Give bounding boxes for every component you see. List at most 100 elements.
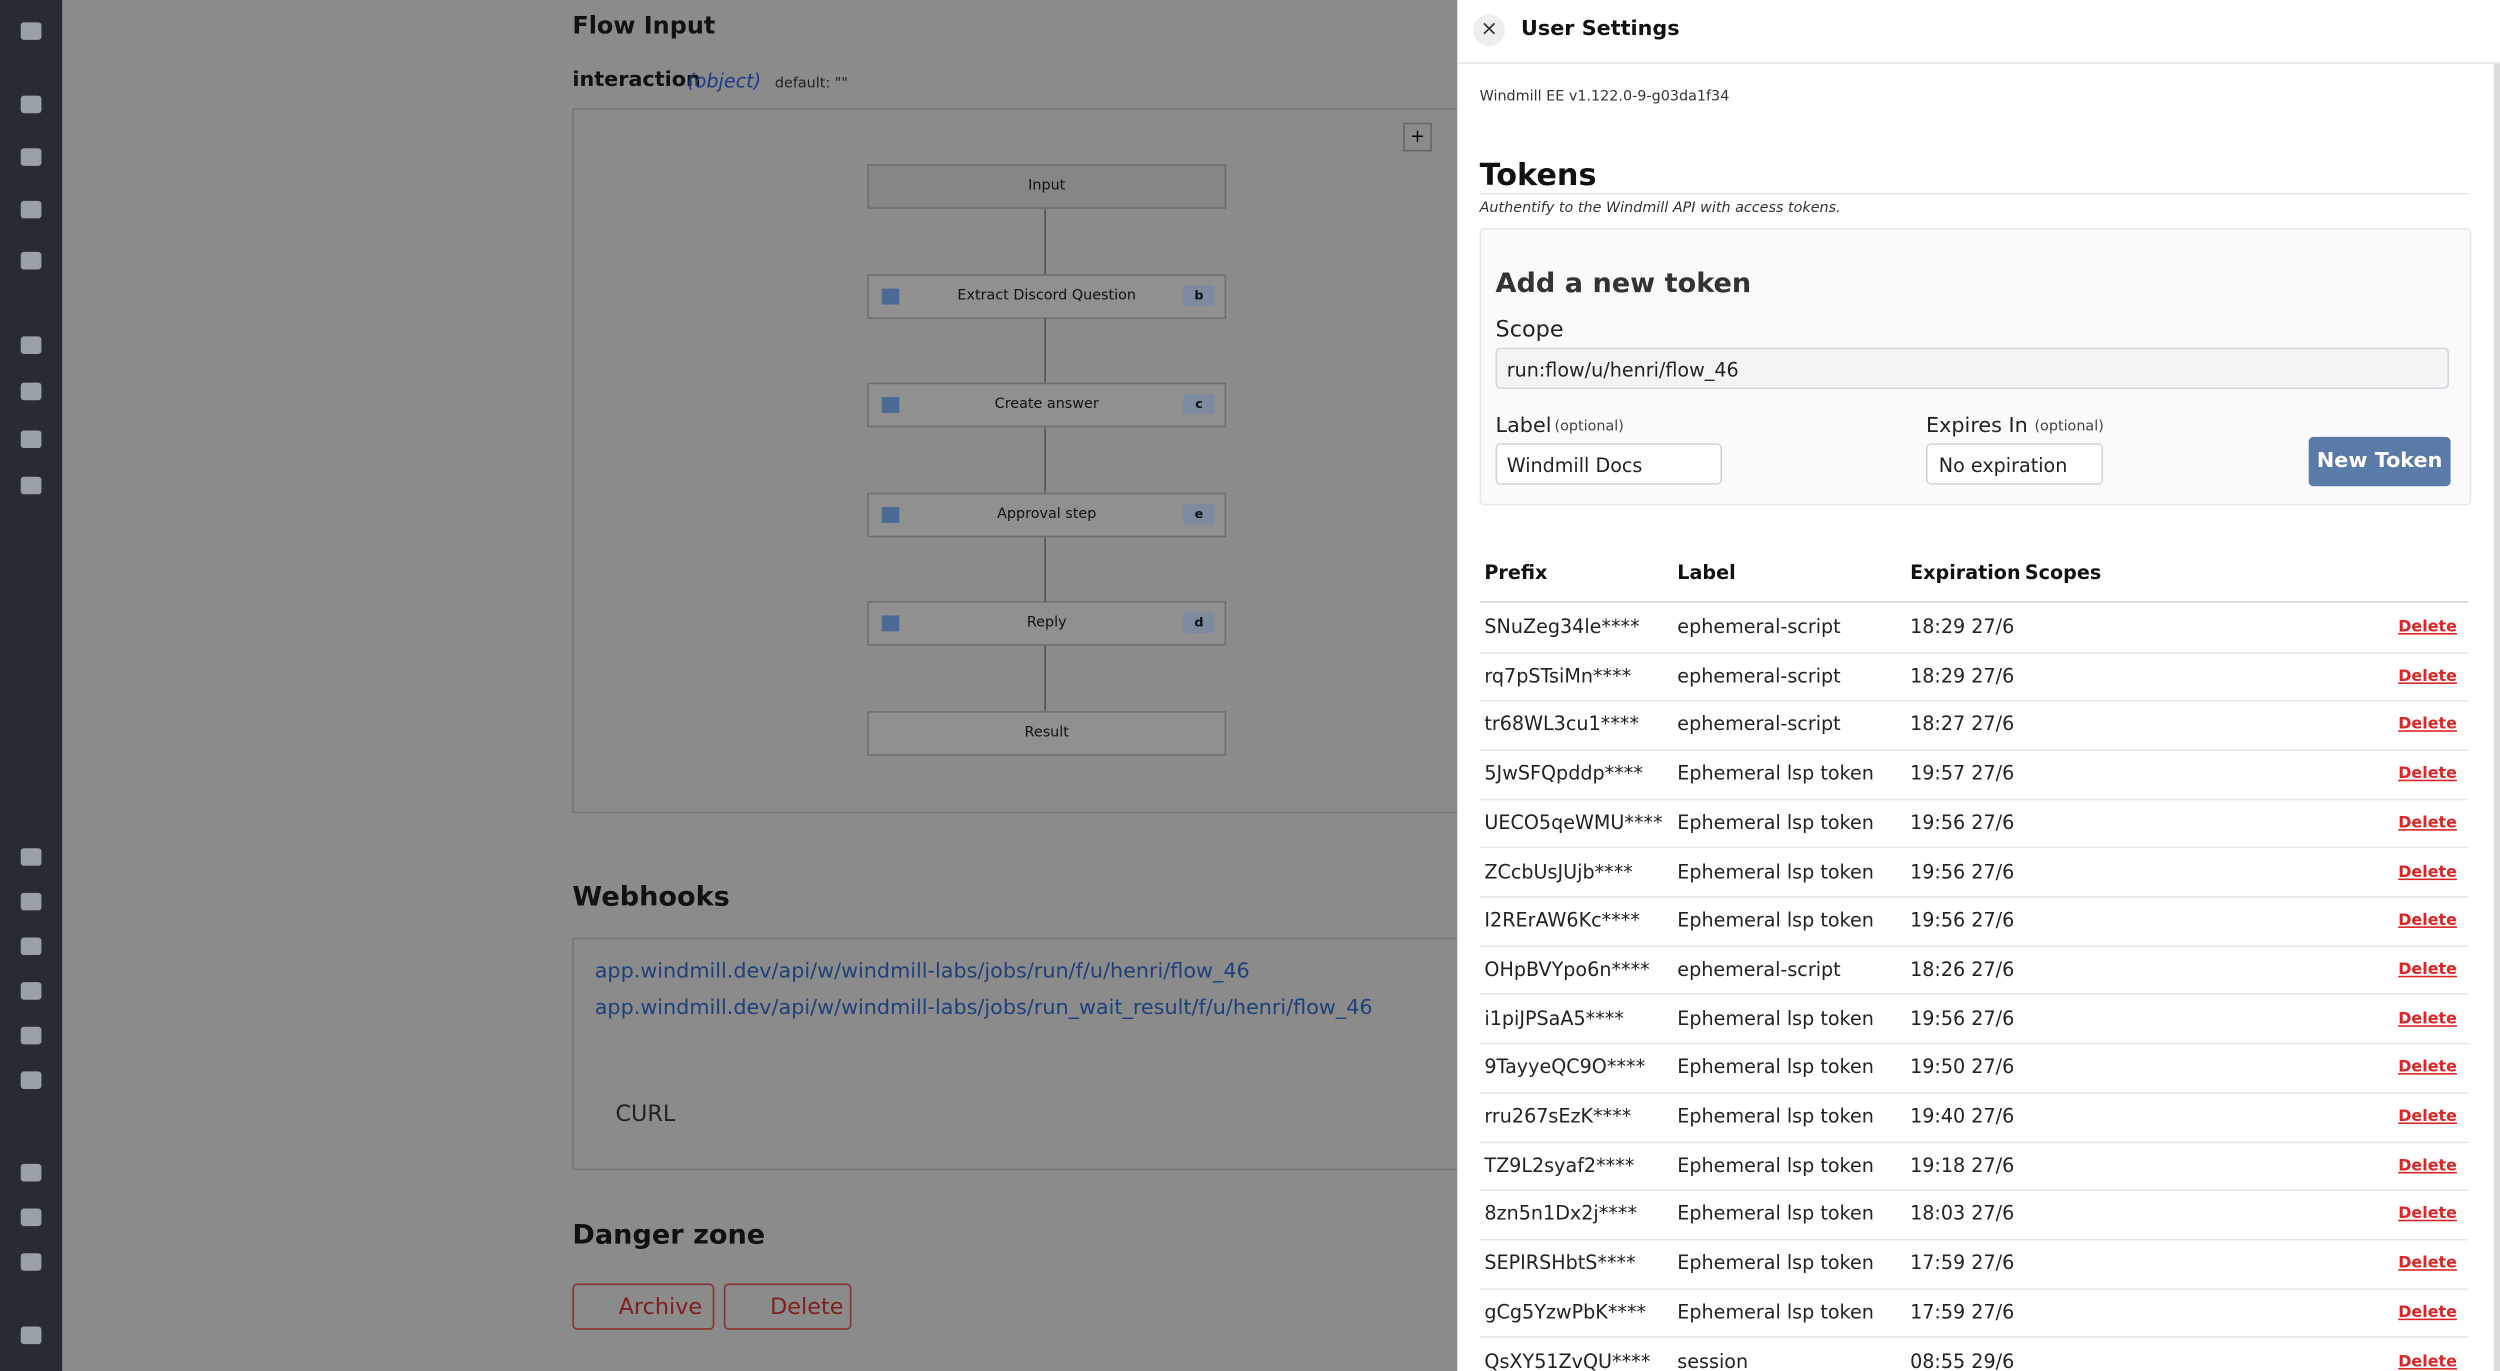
divider [1479,1336,2469,1339]
nav-icon[interactable] [20,1163,42,1182]
nav-icon[interactable] [20,848,42,866]
divider [1479,896,2469,898]
curl-toggle[interactable]: CURL [615,1101,676,1128]
webhook-url[interactable]: app.windmill.dev/api/w/windmill-labs/job… [594,959,1250,984]
divider [1479,1238,2469,1241]
optional-hint: (optional) [1554,419,1624,436]
flow-node[interactable]: Reply d [867,601,1227,647]
token-expiration: 19:50 27/6 [1910,1055,2015,1079]
node-badge: b [1183,284,1215,306]
nav-icon[interactable] [20,892,42,911]
nav-icon[interactable] [20,430,42,449]
token-prefix: 9TayyeQC9O**** [1484,1055,1646,1079]
token-label: session [1677,1349,1749,1371]
node-label: Reply [1026,616,1067,633]
section-title: Danger zone [572,1219,766,1252]
delete-link[interactable]: Delete [2398,1205,2457,1224]
expires-select[interactable]: No expiration [1926,443,2104,485]
nav-icon[interactable] [20,1071,42,1089]
delete-link[interactable]: Delete [2398,667,2457,686]
token-prefix: tr68WL3cu1**** [1484,713,1639,736]
node-label: Result [1024,725,1069,742]
nav-icon[interactable] [20,1208,42,1227]
nav-icon[interactable] [20,1026,42,1045]
scope-input[interactable]: run:flow/u/henri/flow_46 [1495,347,2449,390]
field-default: default: "" [774,76,848,93]
delete-link[interactable]: Delete [2398,1352,2457,1371]
delete-link[interactable]: Delete [2398,1254,2457,1273]
token-prefix: gCg5YzwPbK**** [1484,1300,1647,1324]
webhook-url[interactable]: app.windmill.dev/api/w/windmill-labs/job… [594,996,1373,1021]
delete-link[interactable]: Delete [2398,1010,2457,1028]
nav-icon[interactable] [20,982,42,1000]
field-type: (object) [687,70,762,93]
nav-icon[interactable] [20,1253,42,1271]
token-prefix: rq7pSTsiMn**** [1484,664,1632,687]
delete-link[interactable]: Delete [2398,961,2457,979]
column-header: Prefix [1484,561,1548,584]
token-prefix: QsXY51ZvQU**** [1484,1349,1651,1371]
close-button[interactable]: × [1473,14,1506,47]
token-prefix: OHpBVYpo6n**** [1484,958,1650,981]
field-label: Label [1495,414,1552,439]
delete-link[interactable]: Delete [2398,716,2457,735]
flow-node[interactable]: Create answer c [867,382,1227,428]
nav-icon[interactable] [20,95,42,114]
node-label: Input [1028,178,1066,195]
delete-link[interactable]: Delete [2398,1157,2457,1175]
nav-icon[interactable] [20,336,42,354]
divider [1479,798,2469,800]
delete-link[interactable]: Delete [2398,1108,2457,1126]
optional-hint: (optional) [2034,419,2104,436]
delete-button[interactable]: Delete [723,1283,852,1330]
token-label: ephemeral-script [1677,958,1841,981]
delete-link[interactable]: Delete [2398,863,2457,881]
nav-icon[interactable] [20,251,42,270]
flow-node[interactable]: Extract Discord Question b [867,273,1227,319]
divider [1479,1091,2469,1094]
form-title: Add a new token [1495,267,1752,300]
nav-icon[interactable] [20,200,42,219]
sidebar [0,0,63,1371]
flow-node[interactable]: Approval step e [867,492,1227,537]
token-label: Ephemeral lsp token [1677,811,1874,834]
delete-link[interactable]: Delete [2398,814,2457,832]
label-input[interactable]: Windmill Docs [1495,443,1722,485]
ts-icon [881,506,900,523]
token-prefix: i1piJPSaA5**** [1484,1007,1624,1030]
token-expiration: 19:40 27/6 [1910,1104,2015,1128]
token-expiration: 19:56 27/6 [1910,860,2015,883]
token-label: Ephemeral lsp token [1677,1300,1874,1324]
divider [1479,601,2469,603]
new-token-button[interactable]: New Token [2308,436,2451,487]
node-badge: d [1183,612,1215,634]
archive-button[interactable]: Archive [572,1283,715,1330]
delete-link[interactable]: Delete [2398,1059,2457,1077]
nav-icon[interactable] [20,382,42,401]
divider [1479,749,2469,751]
scrollbar [2493,63,2500,1371]
token-prefix: SEPIRSHbtS**** [1484,1251,1636,1275]
nav-icon[interactable] [20,476,42,495]
delete-link[interactable]: Delete [2398,912,2457,930]
ts-icon [881,397,900,414]
delete-link[interactable]: Delete [2398,1303,2457,1322]
token-prefix: TZ9L2syaf2**** [1484,1153,1635,1177]
flow-graph: + Input Extract Discord Question b Create a… [572,108,1533,814]
nav-icon[interactable] [20,1326,42,1345]
flow-node[interactable]: Input [867,164,1227,209]
token-prefix: rru267sEzK**** [1484,1104,1632,1128]
zoom-in[interactable]: + [1403,122,1432,152]
divider [1479,1189,2469,1192]
nav-icon[interactable] [20,148,42,166]
token-label: Ephemeral lsp token [1677,1251,1874,1275]
token-label: Ephemeral lsp token [1677,1055,1874,1079]
delete-link[interactable]: Delete [2398,618,2457,637]
token-expiration: 18:26 27/6 [1910,958,2015,981]
flow-node[interactable]: Result [867,711,1227,756]
delete-link[interactable]: Delete [2398,765,2457,783]
node-label: Approval step [997,506,1097,523]
nav-icon[interactable] [20,937,42,956]
section-subtitle: Authentify to the Windmill API with acce… [1479,200,1841,217]
section-title: Tokens [1479,157,1597,193]
